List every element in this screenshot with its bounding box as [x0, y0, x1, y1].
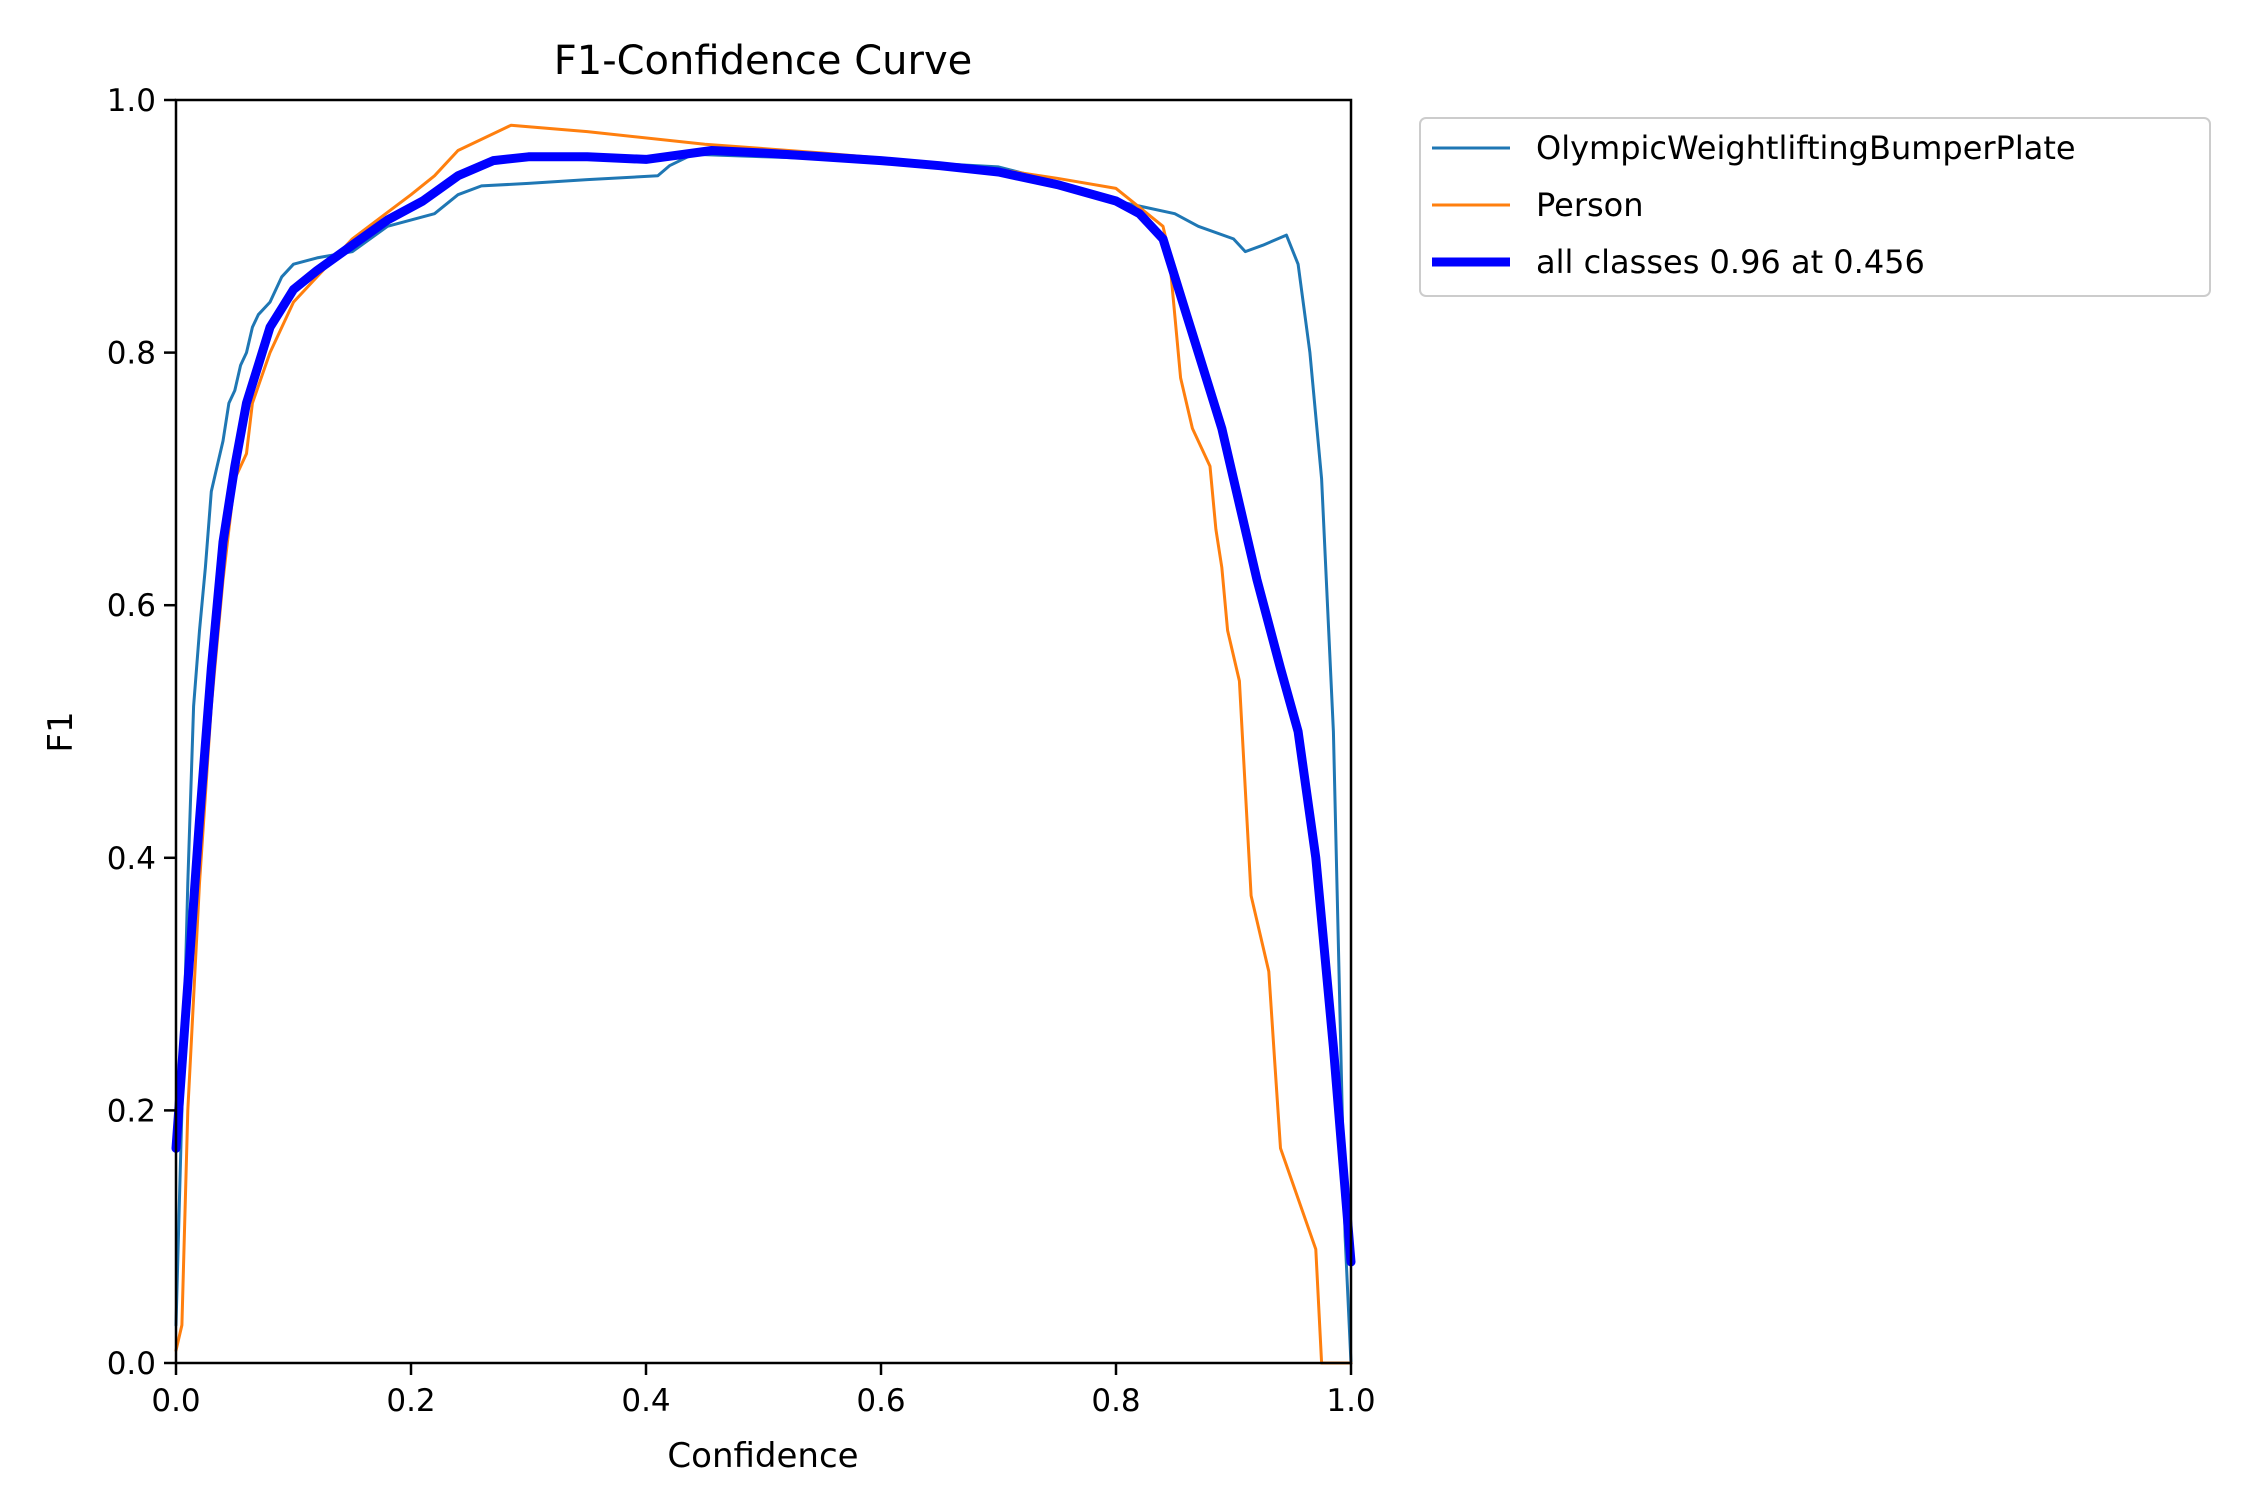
chart-title: F1-Confidence Curve — [554, 38, 973, 84]
legend-label-2: all classes 0.96 at 0.456 — [1536, 243, 1925, 281]
y-axis-label: F1 — [41, 711, 81, 752]
x-axis-ticks: 0.0 0.2 0.4 0.6 0.8 1.0 — [151, 1363, 1376, 1419]
legend-items: OlympicWeightliftingBumperPlate Person all… — [1432, 129, 2076, 281]
legend-label-0: OlympicWeightliftingBumperPlate — [1536, 129, 2076, 167]
series-line-1 — [174, 123, 1353, 1365]
x-tick-label: 0.4 — [621, 1383, 670, 1419]
legend: OlympicWeightliftingBumperPlate Person all… — [1419, 117, 2211, 297]
x-tick-label: 0.0 — [151, 1383, 200, 1419]
legend-label-1: Person — [1536, 186, 1644, 224]
plot-frame — [174, 98, 1353, 1365]
x-tick-label: 0.2 — [386, 1383, 435, 1419]
x-tick-label: 0.8 — [1091, 1383, 1140, 1419]
y-tick-label: 1.0 — [107, 83, 156, 119]
y-tick-label: 0.6 — [107, 588, 156, 624]
y-tick-label: 0.8 — [107, 336, 156, 372]
y-tick-label: 0.0 — [107, 1346, 156, 1382]
y-tick-label: 0.2 — [107, 1093, 156, 1129]
series-line-2 — [171, 146, 1356, 1267]
plot-series-group — [171, 123, 1356, 1365]
series-line-0 — [174, 152, 1353, 1365]
y-tick-label: 0.4 — [107, 841, 156, 877]
x-tick-label: 0.6 — [856, 1383, 905, 1419]
y-axis-ticks: 0.0 0.2 0.4 0.6 0.8 1.0 — [107, 83, 176, 1382]
x-axis-label: Confidence — [667, 1436, 858, 1476]
x-tick-label: 1.0 — [1326, 1383, 1375, 1419]
legend-box — [1419, 117, 2211, 297]
